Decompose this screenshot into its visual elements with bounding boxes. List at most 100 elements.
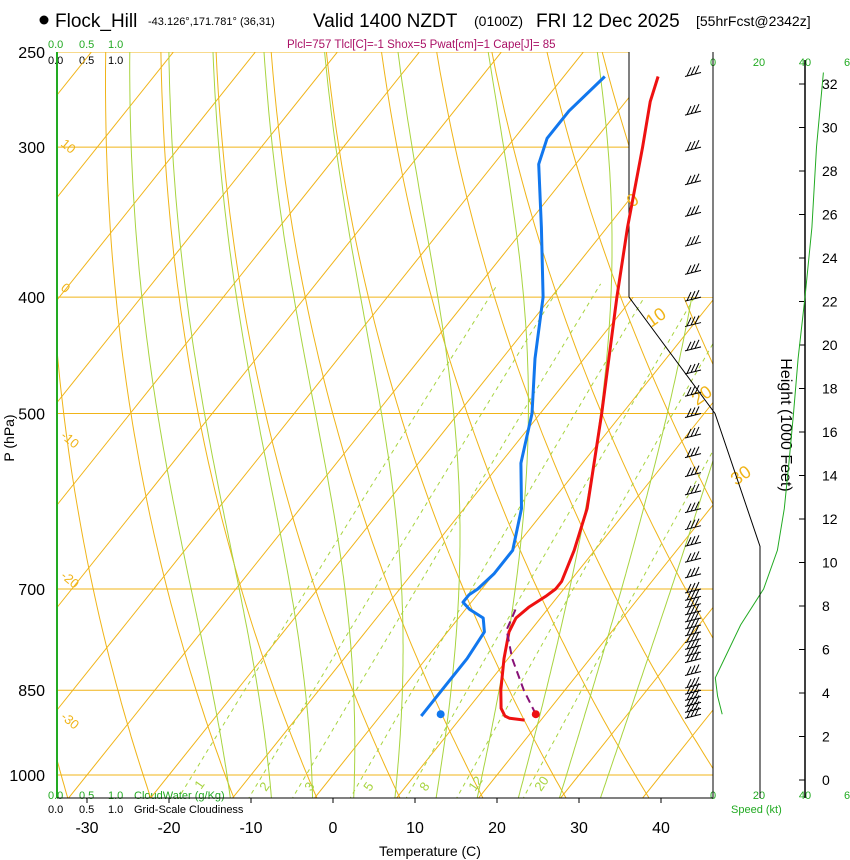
wind-barb-feather: [686, 640, 692, 650]
moist-adiabat-line: [262, 52, 356, 798]
dry-adiabat-label: 10: [642, 303, 670, 331]
wind-barb-feather: [690, 206, 696, 216]
wind-barb-feather: [686, 141, 692, 151]
wind-barb-staff: [684, 490, 702, 496]
temperature-surface-point: [531, 710, 540, 719]
wind-barb-feather: [686, 612, 692, 622]
isotherm-line: [394, 52, 713, 798]
dry-adiabat-line: [378, 52, 651, 798]
wind-barb-feather: [694, 701, 700, 711]
valid-time: Valid 1400 NZDT: [313, 11, 458, 32]
station-location: -43.126°,171.781° (36,31): [148, 16, 275, 28]
wind-barb: [684, 173, 702, 186]
temp-tick-label: 40: [652, 820, 670, 837]
mixing-ratio-line: [290, 283, 602, 798]
pressure-tick-label: 400: [18, 290, 45, 307]
wind-barb-feather: [694, 689, 700, 699]
wind-barb: [684, 483, 702, 496]
isotherm-line: [57, 52, 273, 798]
cloudwater-tick: 0.5: [79, 39, 94, 51]
wind-barb-feather: [690, 174, 696, 184]
dewpoint-surface-point: [436, 710, 445, 719]
cloudiness-tick: 1.0: [108, 55, 123, 67]
wind-barb-feather: [690, 264, 696, 274]
wind-barb-feather: [690, 702, 696, 712]
wind-barb-feather: [694, 589, 700, 599]
wind-barb: [684, 446, 702, 459]
wind-barb-feather: [694, 339, 700, 349]
temp-tick-label: -10: [239, 820, 262, 837]
wind-barb-staff: [684, 180, 702, 186]
dry-adiabat-line: [323, 52, 568, 798]
height-axis-title: Height (1000 Feet): [777, 358, 794, 491]
wind-barb-feather: [690, 590, 696, 600]
wind-barb: [684, 631, 702, 644]
wind-barb-feather: [690, 690, 696, 700]
mixing-ratio-label: 20: [531, 773, 552, 793]
wind-barb-feather: [694, 205, 700, 215]
wind-barb: [684, 362, 702, 375]
temp-tick-label: -30: [75, 820, 98, 837]
wind-barb-feather: [690, 290, 696, 300]
mixing-ratio-label: 12: [465, 773, 486, 793]
wind-barb-staff: [684, 110, 702, 116]
wind-barb-feather: [690, 611, 696, 621]
wind-barb-feather: [690, 447, 696, 457]
grid-layer: [57, 52, 713, 798]
wind-barb: [684, 234, 702, 247]
wind-barb-feather: [686, 364, 692, 374]
mixing-ratio-line: [404, 283, 703, 798]
wind-barb-feather: [690, 708, 696, 717]
wind-barb-feather: [690, 316, 696, 326]
wind-barb-feather: [690, 684, 696, 693]
temp-tick-label: -20: [157, 820, 180, 837]
wind-barb-staff: [684, 369, 702, 375]
wind-barb: [684, 566, 702, 579]
wind-barb-feather: [690, 567, 696, 577]
wind-barb: [684, 638, 702, 650]
wind-barb-feather: [690, 552, 696, 562]
wind-barb-feather: [694, 707, 700, 716]
wind-barb: [684, 664, 702, 676]
isotherm-line: [57, 52, 191, 798]
wind-barb-staff: [684, 71, 702, 77]
wind-barb-feather: [686, 175, 692, 185]
wind-barb-feather: [694, 465, 700, 475]
wind-speed-line: [714, 72, 824, 715]
wind-barb-staff: [684, 658, 702, 664]
dry-adiabat-line: [105, 52, 236, 798]
cloudwater-tick: 1.0: [108, 790, 123, 802]
sounding-indices: Plcl=757 Tlcl[C]=-1 Shox=5 Pwat[cm]=1 Ca…: [287, 39, 556, 51]
wind-barb-feather: [690, 625, 696, 635]
cloudwater-tick: 0.0: [48, 790, 63, 802]
wind-barb: [684, 465, 702, 478]
wind-barb-staff: [684, 211, 702, 217]
pressure-tick-label: 850: [18, 683, 45, 700]
wind-barb-feather: [694, 501, 700, 511]
dry-adiabat-line: [541, 52, 713, 798]
wind-barb-feather: [690, 519, 696, 529]
wind-barb: [684, 689, 702, 701]
height-tick-label: 32: [822, 76, 838, 92]
wind-barb-feather: [694, 518, 700, 528]
mixing-ratio-line: [246, 283, 562, 798]
wind-barb: [684, 263, 702, 275]
pressure-tick-label: 250: [18, 45, 45, 62]
height-tick-label: 28: [822, 163, 838, 179]
wind-barb-feather: [694, 426, 700, 436]
wind-barb-feather: [694, 664, 700, 674]
wind-barb-feather: [686, 553, 692, 563]
wind-barb-feather: [686, 207, 692, 217]
wind-barb: [684, 289, 702, 302]
height-tick-label: 26: [822, 207, 838, 223]
wind-barb-feather: [686, 605, 692, 615]
wind-barb-feather: [694, 173, 700, 183]
wind-barb-feather: [690, 677, 696, 687]
pressure-tick-label: 300: [18, 140, 45, 157]
wind-barb-feather: [686, 291, 692, 301]
wind-barb-feather: [690, 235, 696, 245]
wind-barb: [684, 384, 702, 397]
isotherm-label: -10: [58, 428, 82, 452]
wind-barb-feather: [686, 520, 692, 530]
